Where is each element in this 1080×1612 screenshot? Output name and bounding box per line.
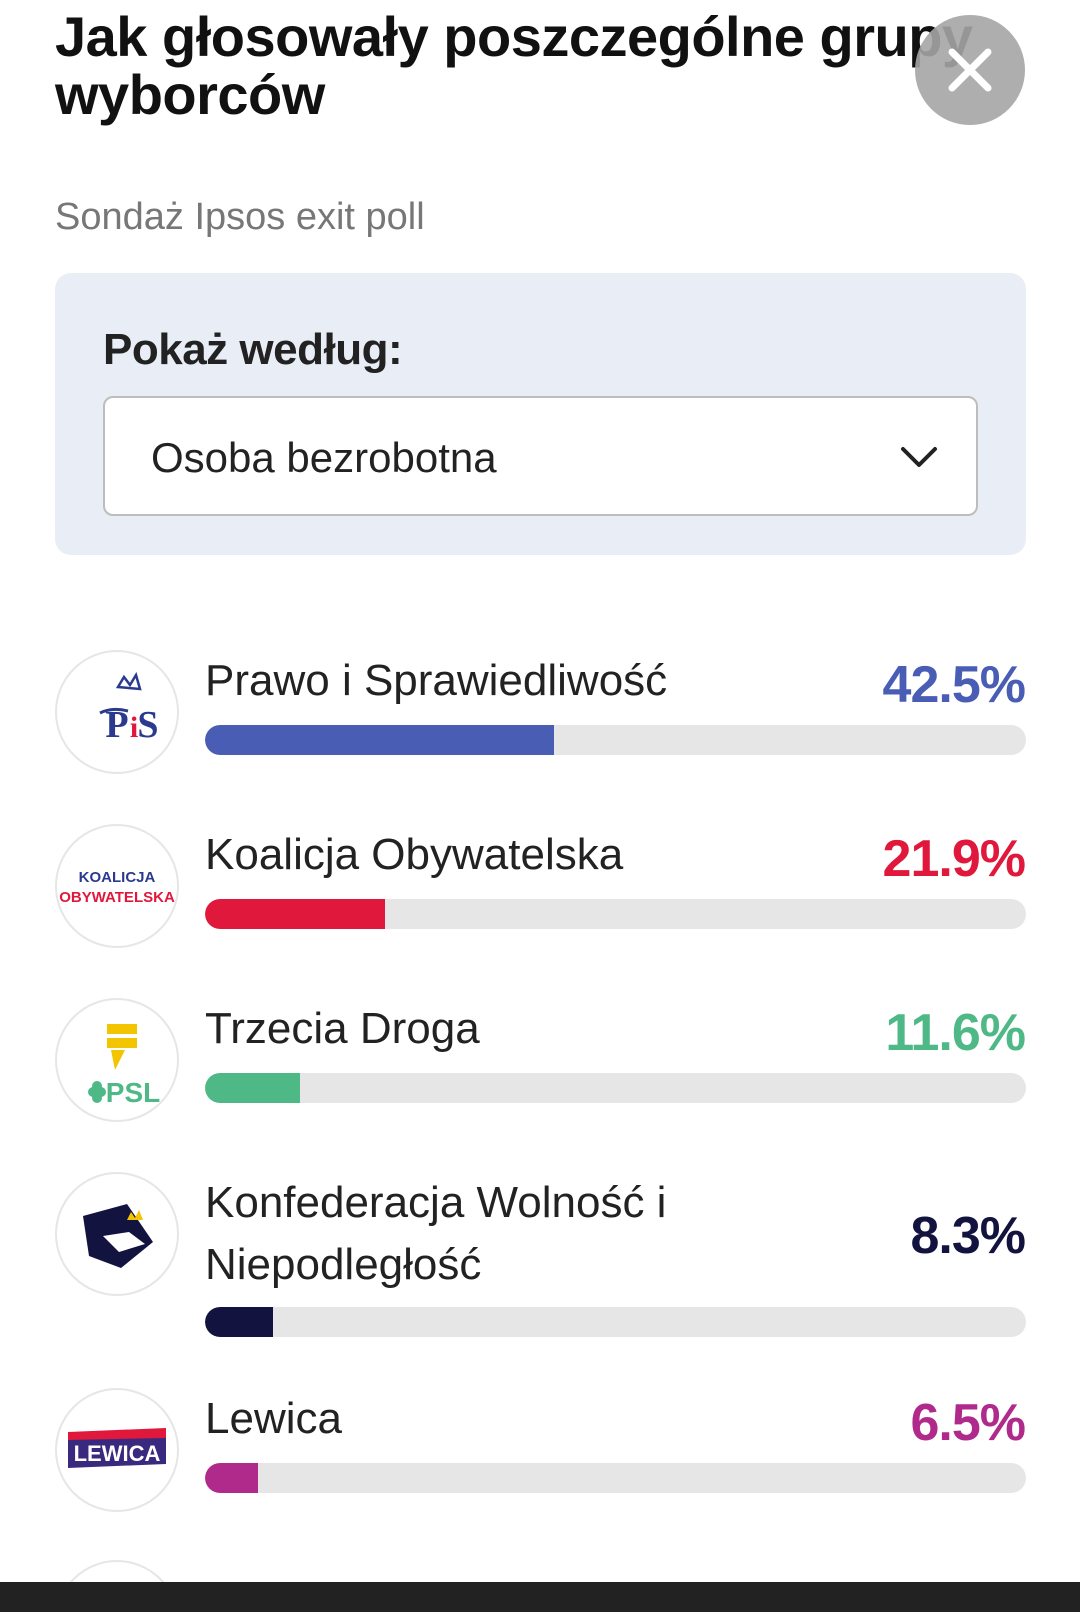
system-navigation-bar: [0, 1582, 1080, 1612]
page-title: Jak głosowały poszczególne grupy wyborcó…: [55, 5, 973, 126]
result-bar-fill: [205, 899, 385, 929]
party-percent: 8.3%: [910, 1207, 1026, 1265]
konfederacja-logo: [55, 1172, 179, 1296]
ko-logo: KOALICJA OBYWATELSKA: [55, 824, 179, 948]
party-percent: 42.5%: [882, 656, 1026, 714]
svg-text:S: S: [137, 704, 158, 746]
result-bar-track: [205, 1307, 1026, 1337]
close-button[interactable]: [915, 15, 1025, 125]
svg-text:i: i: [130, 711, 138, 744]
pis-logo: P i S: [55, 650, 179, 774]
party-name: Konfederacja Wolność i Niepodległość: [205, 1178, 667, 1289]
result-bar-track: [205, 725, 1026, 755]
group-select[interactable]: Osoba bezrobotna: [103, 396, 978, 516]
ko-logo-line1: KOALICJA: [79, 869, 156, 886]
party-name: Trzecia Droga: [205, 1004, 480, 1053]
td-logo-psl: PSL: [106, 1077, 160, 1108]
party-percent: 6.5%: [910, 1394, 1026, 1452]
result-bar-track: [205, 1463, 1026, 1493]
result-bar-fill: [205, 1307, 274, 1337]
page-subtitle: Sondaż Ipsos exit poll: [55, 196, 425, 238]
close-icon: [948, 48, 992, 92]
chevron-down-icon: [901, 447, 937, 467]
party-name: Lewica: [205, 1394, 342, 1443]
lewica-logo-text: LEWICA: [74, 1441, 161, 1466]
party-percent: 11.6%: [885, 1004, 1026, 1062]
result-bar-track: [205, 1073, 1026, 1103]
result-bar-track: [205, 899, 1026, 929]
ko-logo-line2: OBYWATELSKA: [59, 889, 175, 906]
filter-panel: Pokaż według: Osoba bezrobotna: [55, 273, 1026, 555]
lewica-logo: LEWICA: [55, 1388, 179, 1512]
result-bar-fill: [205, 1463, 259, 1493]
svg-text:P: P: [105, 704, 128, 746]
party-percent: 21.9%: [882, 830, 1026, 888]
td-logo: PSL: [55, 998, 179, 1122]
group-select-value: Osoba bezrobotna: [151, 434, 497, 481]
result-bar-fill: [205, 725, 554, 755]
result-bar-fill: [205, 1073, 301, 1103]
filter-label: Pokaż według:: [103, 325, 403, 374]
party-name: Koalicja Obywatelska: [205, 830, 624, 879]
party-name: Prawo i Sprawiedliwość: [205, 656, 668, 705]
